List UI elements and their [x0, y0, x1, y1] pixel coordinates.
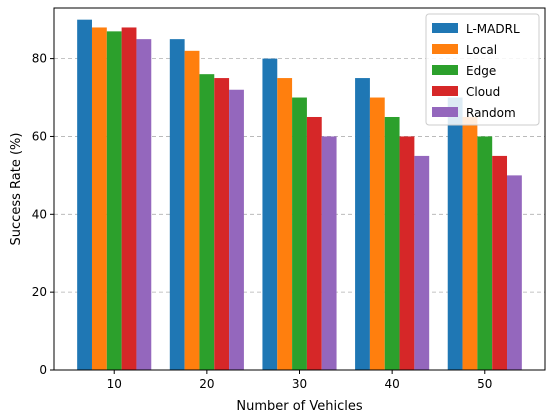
- y-tick-label: 60: [32, 129, 47, 143]
- bar-edge-20: [199, 74, 215, 370]
- y-axis-label: Success Rate (%): [9, 133, 24, 246]
- bar-local-40: [369, 97, 385, 370]
- bar-edge-30: [292, 97, 307, 370]
- y-tick-label: 0: [39, 363, 47, 377]
- bar-random-20: [229, 89, 244, 370]
- legend-swatch: [432, 86, 458, 96]
- bar-cloud-40: [399, 136, 415, 370]
- bar-random-40: [414, 155, 430, 370]
- x-axis-label: Number of Vehicles: [236, 399, 363, 414]
- legend-swatch: [432, 65, 458, 75]
- legend-swatch: [432, 23, 458, 33]
- bar-l-madrl-50: [447, 97, 463, 370]
- bar-local-10: [91, 27, 107, 370]
- bar-cloud-50: [492, 155, 508, 370]
- x-tick-label: 50: [477, 377, 492, 391]
- bar-random-50: [507, 175, 522, 370]
- bar-edge-40: [384, 116, 400, 370]
- bar-l-madrl-20: [169, 39, 185, 371]
- x-tick-label: 40: [385, 377, 400, 391]
- x-tick-label: 20: [199, 377, 214, 391]
- bar-cloud-30: [306, 116, 322, 370]
- y-axis-ticks: 0 20 40 60 80: [32, 52, 54, 377]
- legend-label: Edge: [466, 64, 496, 78]
- y-tick-label: 20: [32, 285, 47, 299]
- bar-random-10: [136, 39, 152, 371]
- bar-local-50: [462, 116, 478, 370]
- x-tick-label: 30: [292, 377, 307, 391]
- legend-label: Local: [466, 43, 497, 57]
- bars: [77, 19, 522, 371]
- legend-label: L-MADRL: [466, 22, 520, 36]
- legend-box: [425, 13, 540, 126]
- y-tick-label: 80: [32, 52, 47, 66]
- legend: L-MADRL Local Edge Cloud Random: [425, 13, 540, 126]
- legend-label: Random: [466, 106, 516, 120]
- legend-label: Cloud: [466, 85, 500, 99]
- bar-l-madrl-40: [355, 78, 370, 370]
- bar-l-madrl-30: [262, 58, 278, 371]
- bar-cloud-10: [121, 27, 137, 370]
- bar-edge-50: [477, 136, 493, 370]
- x-tick-label: 10: [107, 377, 122, 391]
- x-axis-ticks: 10 20 30 40 50: [107, 370, 492, 391]
- bar-local-20: [184, 50, 200, 371]
- bar-l-madrl-10: [77, 19, 92, 370]
- legend-swatch: [432, 107, 458, 117]
- bar-local-30: [277, 78, 293, 370]
- bar-random-30: [321, 136, 337, 370]
- bar-cloud-20: [214, 78, 230, 370]
- y-tick-label: 40: [32, 207, 47, 221]
- legend-swatch: [432, 44, 458, 54]
- bar-edge-10: [106, 31, 122, 371]
